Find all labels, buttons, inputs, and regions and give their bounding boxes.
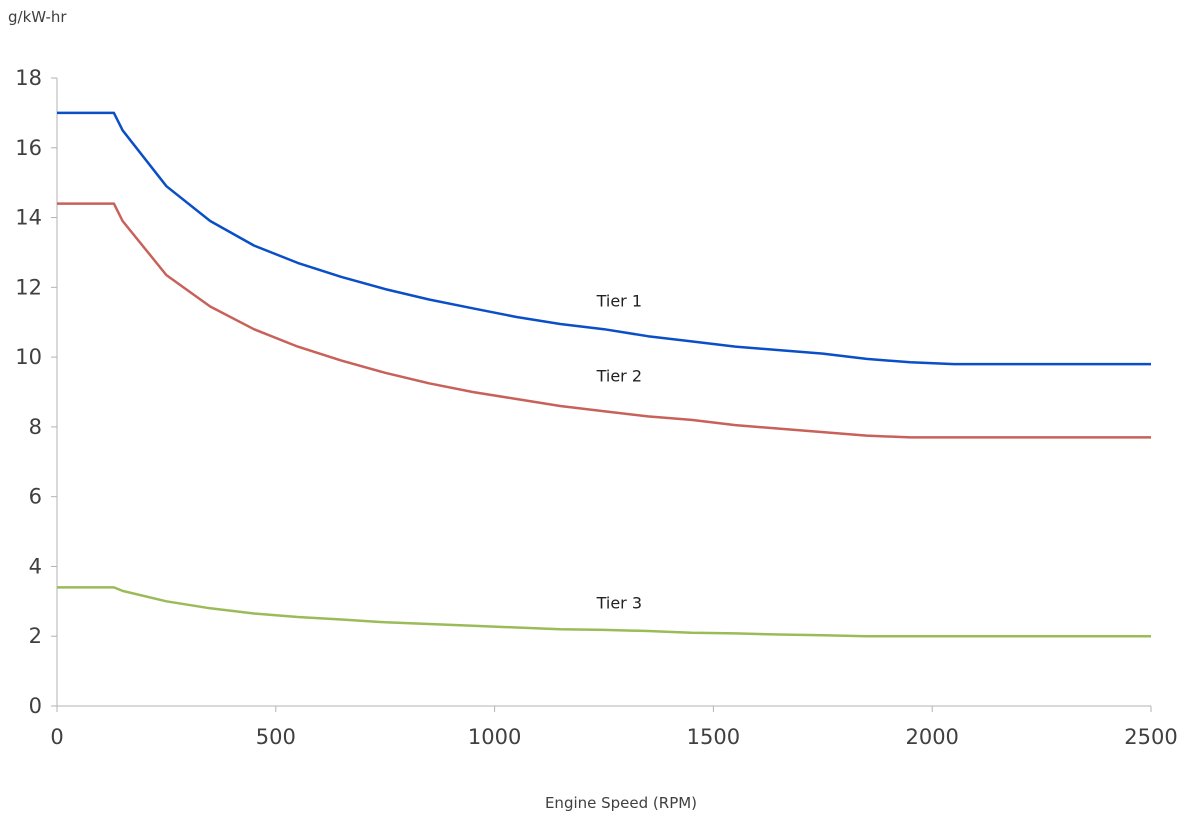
series-line-tier-3 bbox=[57, 586, 1151, 638]
y-tick-label: 8 bbox=[29, 415, 42, 439]
x-tick-label: 1500 bbox=[687, 725, 740, 749]
series-lines bbox=[57, 111, 1151, 638]
y-tick-label: 4 bbox=[29, 554, 42, 578]
x-tick-label: 1000 bbox=[468, 725, 521, 749]
y-tick-label: 2 bbox=[29, 624, 42, 648]
series-line-tier-2 bbox=[57, 202, 1151, 439]
y-tick-label: 6 bbox=[29, 485, 42, 509]
y-tick-group: 0 2 4 6 8 10 12 14 16 18 bbox=[15, 66, 57, 718]
x-tick-label: 0 bbox=[50, 725, 63, 749]
y-axis-title: g/kW-hr bbox=[8, 8, 67, 26]
y-tick-label: 0 bbox=[29, 694, 42, 718]
x-tick-label: 2000 bbox=[905, 725, 958, 749]
x-tick-group: 0 500 1000 1500 2000 2500 bbox=[50, 706, 1178, 749]
y-tick-label: 16 bbox=[15, 136, 42, 160]
x-axis-title: Engine Speed (RPM) bbox=[545, 794, 697, 812]
series-labels: Tier 1 Tier 2 Tier 3 bbox=[596, 292, 642, 613]
x-tick-label: 2500 bbox=[1124, 725, 1177, 749]
series-label-tier-2: Tier 2 bbox=[596, 367, 642, 386]
y-tick-label: 12 bbox=[15, 275, 42, 299]
series-label-tier-1: Tier 1 bbox=[596, 292, 642, 311]
x-tick-label: 500 bbox=[256, 725, 296, 749]
y-tick-label: 14 bbox=[15, 206, 42, 230]
series-label-tier-3: Tier 3 bbox=[596, 593, 642, 612]
y-tick-label: 18 bbox=[15, 66, 42, 90]
y-tick-label: 10 bbox=[15, 345, 42, 369]
series-line-tier-1 bbox=[57, 111, 1151, 366]
